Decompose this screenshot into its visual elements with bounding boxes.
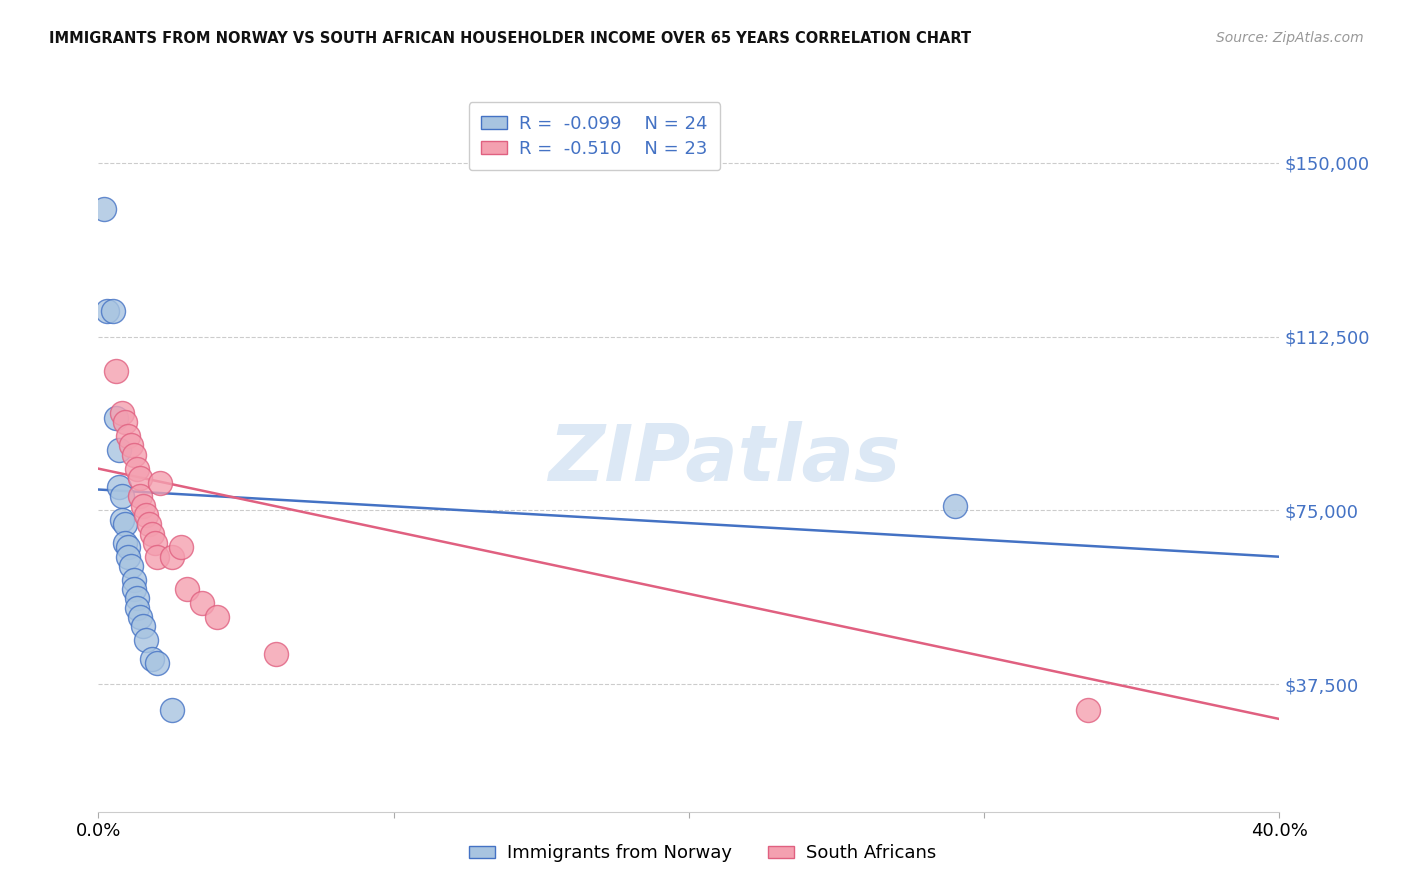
Point bbox=[141, 651, 163, 665]
Point bbox=[132, 499, 155, 513]
Point bbox=[128, 610, 150, 624]
Point bbox=[108, 480, 131, 494]
Point bbox=[105, 410, 128, 425]
Point bbox=[146, 549, 169, 564]
Point bbox=[111, 513, 134, 527]
Point bbox=[117, 549, 139, 564]
Point bbox=[114, 536, 136, 550]
Point bbox=[111, 490, 134, 504]
Point bbox=[103, 304, 125, 318]
Point bbox=[111, 406, 134, 420]
Point bbox=[135, 508, 157, 522]
Point bbox=[143, 536, 166, 550]
Point bbox=[149, 475, 172, 490]
Point bbox=[125, 591, 148, 606]
Point bbox=[1077, 703, 1099, 717]
Point bbox=[176, 582, 198, 597]
Point bbox=[122, 573, 145, 587]
Point bbox=[122, 448, 145, 462]
Point bbox=[125, 600, 148, 615]
Point bbox=[114, 517, 136, 532]
Point bbox=[135, 633, 157, 648]
Point bbox=[141, 526, 163, 541]
Point bbox=[105, 364, 128, 378]
Point bbox=[114, 415, 136, 429]
Text: Source: ZipAtlas.com: Source: ZipAtlas.com bbox=[1216, 31, 1364, 45]
Legend: R =  -0.099    N = 24, R =  -0.510    N = 23: R = -0.099 N = 24, R = -0.510 N = 23 bbox=[468, 102, 720, 170]
Point bbox=[264, 647, 287, 661]
Point bbox=[205, 610, 228, 624]
Point bbox=[943, 499, 966, 513]
Point bbox=[120, 438, 142, 452]
Point bbox=[162, 549, 183, 564]
Point bbox=[117, 429, 139, 443]
Point bbox=[146, 657, 169, 671]
Point bbox=[132, 619, 155, 633]
Point bbox=[125, 461, 148, 475]
Text: ZIPatlas: ZIPatlas bbox=[548, 421, 900, 498]
Point bbox=[128, 490, 150, 504]
Text: IMMIGRANTS FROM NORWAY VS SOUTH AFRICAN HOUSEHOLDER INCOME OVER 65 YEARS CORRELA: IMMIGRANTS FROM NORWAY VS SOUTH AFRICAN … bbox=[49, 31, 972, 46]
Point bbox=[191, 596, 214, 610]
Point bbox=[96, 304, 118, 318]
Point bbox=[108, 443, 131, 458]
Point bbox=[93, 202, 115, 216]
Point bbox=[128, 471, 150, 485]
Point bbox=[162, 703, 183, 717]
Point bbox=[138, 517, 160, 532]
Legend: Immigrants from Norway, South Africans: Immigrants from Norway, South Africans bbox=[463, 838, 943, 870]
Point bbox=[120, 559, 142, 574]
Point bbox=[122, 582, 145, 597]
Point bbox=[117, 541, 139, 555]
Point bbox=[170, 541, 193, 555]
